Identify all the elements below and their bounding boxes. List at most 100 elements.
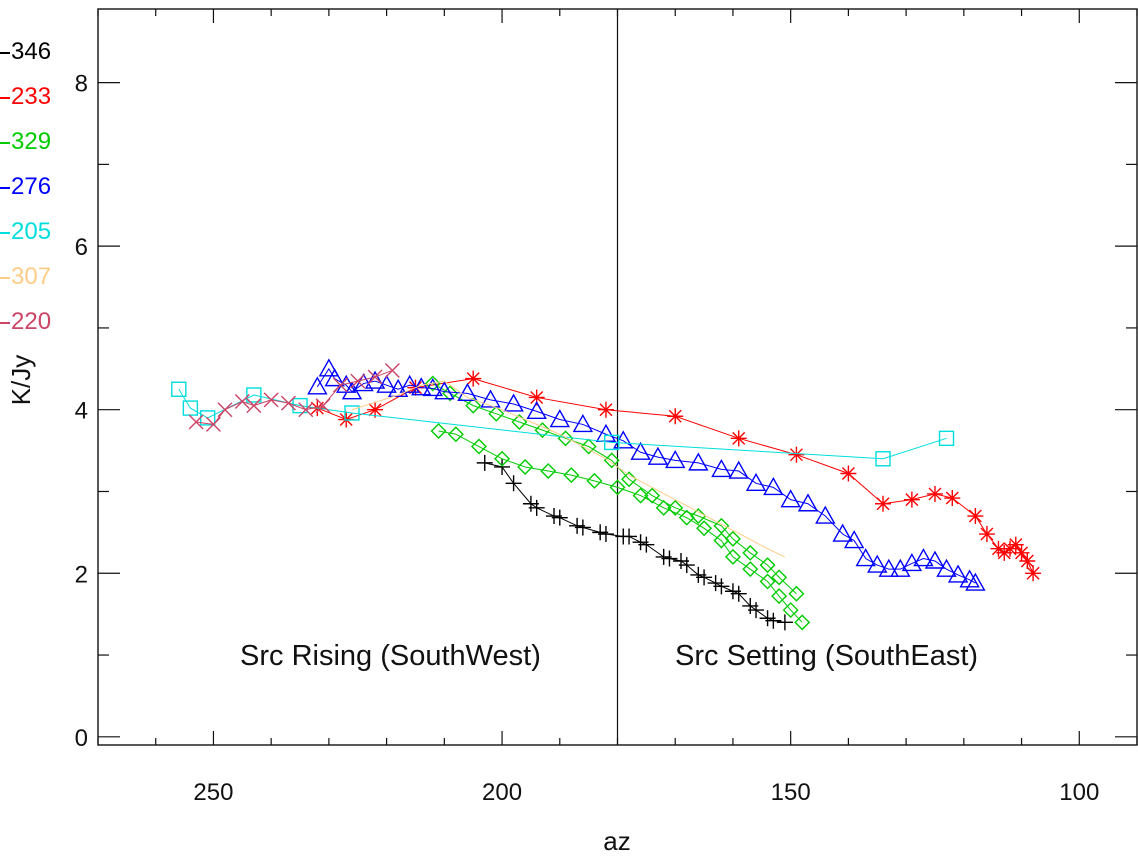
x-axis-label: az [603,826,630,856]
diamond-marker [742,544,759,561]
legend-label: 346 [11,38,52,65]
y-tick-labels: 0 2 4 6 8 [75,71,88,752]
diamond-marker [470,438,487,455]
triangle-marker [503,393,524,412]
diamond-marker [488,405,505,422]
diamond-marker [563,467,580,484]
axis-ticks [97,9,1138,745]
asterisk-marker [903,491,920,508]
series-329 [424,375,811,631]
triangle-marker [711,458,732,478]
diamond-marker [713,517,730,534]
legend-label: 220 [11,308,52,335]
plus-marker [574,519,591,536]
square-marker [246,387,262,403]
series-205 [171,381,955,467]
legend-label: 329 [11,128,52,155]
asterisk-marker [926,485,943,502]
triangle-marker [936,558,957,577]
x-tick-label: 250 [193,779,233,806]
asterisk-marker [990,540,1007,557]
triangle-marker [947,564,969,583]
diamond-marker [788,585,805,602]
triangle-marker [901,553,923,572]
square-marker [938,430,955,447]
legend-swatch [0,141,10,144]
y-tick-label: 2 [75,561,88,588]
legend-swatch [0,51,10,54]
diamond-marker [759,573,776,590]
triangle-marker [307,376,328,395]
x-tick-labels: 250 200 150 100 [193,779,1099,806]
plus-marker [551,509,568,526]
legend-item: 329 [0,130,51,154]
x-marker [217,402,233,418]
legend-label: 233 [11,83,52,110]
series-line [432,383,797,595]
asterisk-marker [597,401,614,418]
series-line [351,380,786,558]
plus-marker [528,499,545,516]
series-307 [351,380,786,558]
diamond-marker [465,397,482,414]
triangle-marker [630,441,651,460]
square-marker [344,405,360,421]
triangle-marker [572,414,594,433]
triangle-marker [422,378,443,397]
asterisk-marker [367,401,384,418]
diamond-marker [442,385,459,402]
plus-marker [638,536,655,553]
x-tick-label: 200 [482,779,522,806]
diamond-marker [621,471,638,488]
x-marker [188,414,204,430]
plus-marker [476,454,493,471]
diamond-marker [644,487,661,504]
plus-marker [696,569,713,586]
legend-item: 346 [0,40,51,64]
triangle-marker [745,472,767,492]
triangle-marker [647,446,669,465]
plus-marker [597,526,614,543]
triangle-marker [815,505,836,524]
triangle-marker [867,554,888,573]
plus-marker [713,578,730,595]
y-tick-label: 8 [75,71,88,98]
y-tick-label: 4 [75,398,88,425]
x-marker [384,362,400,378]
triangle-marker [763,476,784,496]
diamond-marker [580,438,597,455]
triangle-marker [688,452,709,471]
triangle-marker [549,409,570,428]
series-line [484,462,785,623]
diamond-marker [603,452,620,469]
series-233 [309,370,1042,582]
series-346 [476,454,793,631]
legend-label: 205 [11,218,52,245]
asterisk-marker [730,430,747,447]
triangle-marker [959,569,980,588]
series-line [178,389,947,460]
diamond-marker [511,413,528,430]
asterisk-marker [1019,553,1036,569]
asterisk-marker [667,408,684,425]
legend-label: 307 [11,263,52,290]
x-tick-label: 100 [1059,779,1099,806]
legend-item: 276 [0,175,51,199]
x-tick-label: 150 [771,779,811,806]
triangle-marker [324,368,345,387]
diamond-marker [771,588,788,605]
asterisk-marker [840,465,857,482]
legend-label: 276 [11,173,52,200]
triangle-marker [878,558,899,577]
x-marker [246,398,262,414]
x-marker [315,398,331,414]
plus-marker [765,612,782,629]
triangle-marker [457,382,478,402]
series-276 [307,358,986,591]
diamond-marker [430,422,447,439]
diamond-marker [724,548,741,565]
series-layer [171,358,1042,631]
x-marker [298,402,314,418]
triangle-marker [913,548,934,567]
